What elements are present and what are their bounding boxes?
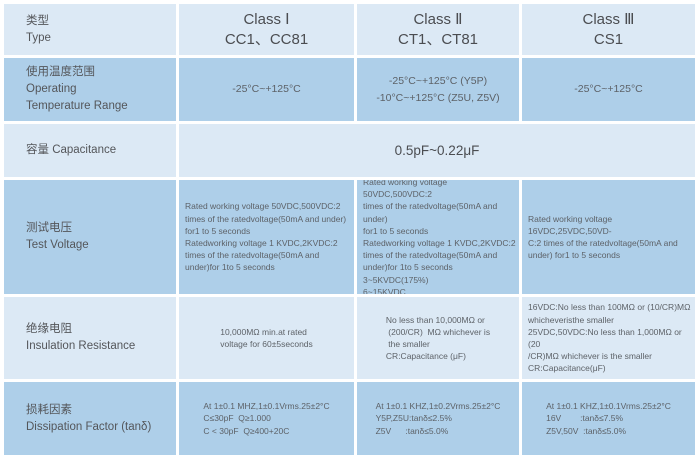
insulation-class2-cell: No less than 10,000MΩ or (200/CR) MΩ whi… xyxy=(357,297,519,379)
temperature-class2-cell: -25°C~+125°C (Y5P) -10°C~+125°C (Z5U, Z5… xyxy=(357,58,519,121)
capacitance-label-cell: 容量 Capacitance xyxy=(4,124,176,177)
header-class2-cell: Class Ⅱ CT1、CT81 xyxy=(357,4,519,55)
dissipation-class1-cell: At 1±0.1 MHZ,1±0.1Vrms.25±2°C C≤30pF Q≥1… xyxy=(179,382,354,455)
dissipation-label-cell: 损耗因素 Dissipation Factor (tanδ) xyxy=(4,382,176,455)
insulation-row-label: 绝缘电阻 Insulation Resistance xyxy=(26,323,136,352)
header-class1-cell: Class Ⅰ CC1、CC81 xyxy=(179,4,354,55)
header-type-label: 类型 Type xyxy=(26,14,51,44)
testvoltage-label-cell: 测试电压 Test Voltage xyxy=(4,180,176,294)
header-type-cell: 类型 Type xyxy=(4,4,176,55)
insulation-class1-value: 10,000MΩ min.at rated voltage for 60±5se… xyxy=(220,326,313,349)
capacitance-value-cell: 0.5pF~0.22μF xyxy=(179,124,695,177)
dissipation-class2-cell: At 1±0.1 KHZ,1±0.2Vrms.25±2°C Y5P,Z5U:ta… xyxy=(357,382,519,455)
insulation-class3-value: 16VDC:No less than 100MΩ or (10/CR)MΩ wh… xyxy=(528,302,691,374)
testvoltage-class1-cell: Rated working voltage 50VDC,500VDC:2 tim… xyxy=(179,180,354,294)
capacitance-value: 0.5pF~0.22μF xyxy=(394,143,480,158)
header-class3-cell: Class Ⅲ CS1 xyxy=(522,4,695,55)
dissipation-row-label: 损耗因素 Dissipation Factor (tanδ) xyxy=(26,403,152,433)
capacitance-row-label: 容量 Capacitance xyxy=(26,144,117,157)
header-class3-label: Class Ⅲ CS1 xyxy=(582,11,635,48)
testvoltage-class3-value: Rated working voltage 16VDC,25VDC,50VD- … xyxy=(528,213,678,261)
testvoltage-class2-value: Rated working voltage 50VDC,500VDC:2 tim… xyxy=(363,180,516,294)
header-class2-label: Class Ⅱ CT1、CT81 xyxy=(397,11,479,48)
temperature-row-label: 使用温度范围 Operating Temperature Range xyxy=(26,66,128,112)
temperature-class3-cell: -25°C~+125°C xyxy=(522,58,695,121)
testvoltage-class3-cell: Rated working voltage 16VDC,25VDC,50VD- … xyxy=(522,180,695,294)
testvoltage-class2-cell: Rated working voltage 50VDC,500VDC:2 tim… xyxy=(357,180,519,294)
insulation-class1-cell: 10,000MΩ min.at rated voltage for 60±5se… xyxy=(179,297,354,379)
temperature-class2-value: -25°C~+125°C (Y5P) -10°C~+125°C (Z5U, Z5… xyxy=(376,74,500,104)
header-class1-label: Class Ⅰ CC1、CC81 xyxy=(224,11,309,48)
dissipation-class3-cell: At 1±0.1 KHZ,1±0.1Vrms.25±2°C 16V :tanδ≤… xyxy=(522,382,695,455)
insulation-class3-cell: 16VDC:No less than 100MΩ or (10/CR)MΩ wh… xyxy=(522,297,695,379)
temperature-class1-cell: -25°C~+125°C xyxy=(179,58,354,121)
dissipation-class3-value: At 1±0.1 KHZ,1±0.1Vrms.25±2°C 16V :tanδ≤… xyxy=(546,401,671,436)
temperature-label-cell: 使用温度范围 Operating Temperature Range xyxy=(4,58,176,121)
dissipation-class2-value: At 1±0.1 KHZ,1±0.2Vrms.25±2°C Y5P,Z5U:ta… xyxy=(375,401,501,436)
dissipation-class1-value: At 1±0.1 MHZ,1±0.1Vrms.25±2°C C≤30pF Q≥1… xyxy=(203,401,330,436)
temperature-class3-value: -25°C~+125°C xyxy=(574,83,643,96)
testvoltage-row-label: 测试电压 Test Voltage xyxy=(26,222,89,251)
insulation-label-cell: 绝缘电阻 Insulation Resistance xyxy=(4,297,176,379)
testvoltage-class1-value: Rated working voltage 50VDC,500VDC:2 tim… xyxy=(185,201,347,273)
insulation-class2-value: No less than 10,000MΩ or (200/CR) MΩ whi… xyxy=(385,314,491,362)
temperature-class1-value: -25°C~+125°C xyxy=(232,83,301,96)
